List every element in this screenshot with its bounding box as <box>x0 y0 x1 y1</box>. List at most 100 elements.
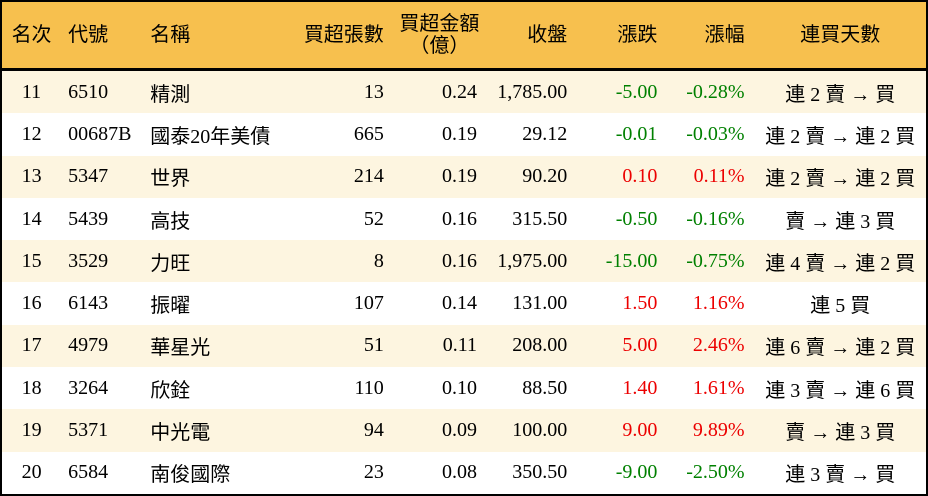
cell-rank: 13 <box>21 165 42 188</box>
cell-change_pct: 9.89% <box>692 419 745 442</box>
cell-code: 00687B <box>68 122 132 145</box>
cell-rank: 14 <box>21 207 42 230</box>
cell-volume: 51 <box>363 334 384 357</box>
col-header-amount-line1: 買超金額 <box>399 13 480 35</box>
col-header-change: 漲跌 <box>577 1 668 71</box>
cell-rank: 18 <box>21 376 42 399</box>
cell-code: 6584 <box>68 461 109 484</box>
cell-name: 國泰20年美債 <box>150 125 271 148</box>
cell-change: 9.00 <box>622 419 658 442</box>
table-row: 18 3264 欣銓 110 0.10 88.50 1.40 1.61% 連 3 賣 → 連 6… <box>1 367 927 410</box>
cell-volume: 52 <box>363 207 384 230</box>
cell-name: 振曜 <box>150 295 191 318</box>
col-header-rank: 名次 <box>1 1 62 71</box>
cell-name: 中光電 <box>150 422 211 445</box>
table-row: 20 6584 南俊國際 23 0.08 350.50 -9.00 -2.50% 連 3 賣 →… <box>1 451 927 495</box>
cell-change: 1.50 <box>622 292 658 315</box>
cell-code: 5347 <box>68 165 109 188</box>
cell-change: -0.01 <box>615 122 658 145</box>
cell-change_pct: 0.11% <box>693 165 745 188</box>
cell-change_pct: -0.03% <box>686 122 745 145</box>
cell-close: 131.00 <box>512 292 568 315</box>
cell-volume: 8 <box>373 249 384 272</box>
cell-close: 350.50 <box>512 461 568 484</box>
cell-streak: 連 2 賣 → 連 2 買 <box>765 168 916 191</box>
cell-rank: 16 <box>21 292 42 315</box>
header-row: 名次 代號 名稱 買超張數 買超金額 （億） 收盤 漲跌 漲幅 連買天數 <box>1 1 927 71</box>
cell-amount: 0.08 <box>442 461 478 484</box>
cell-change_pct: -0.16% <box>686 207 745 230</box>
cell-change_pct: -0.75% <box>686 249 745 272</box>
cell-close: 1,975.00 <box>497 249 568 272</box>
cell-volume: 110 <box>354 376 384 399</box>
cell-change: -9.00 <box>615 461 658 484</box>
cell-change_pct: 1.61% <box>692 376 745 399</box>
cell-streak: 連 3 賣 → 連 6 買 <box>765 379 916 402</box>
cell-name: 高技 <box>150 210 191 233</box>
cell-rank: 17 <box>21 334 42 357</box>
cell-change: 5.00 <box>622 334 658 357</box>
col-header-volume: 買超張數 <box>291 1 392 71</box>
cell-rank: 15 <box>21 249 42 272</box>
cell-amount: 0.16 <box>442 207 478 230</box>
cell-amount: 0.16 <box>442 249 478 272</box>
cell-close: 88.50 <box>522 376 568 399</box>
cell-streak: 連 2 賣 → 連 2 買 <box>765 125 916 148</box>
cell-volume: 107 <box>353 292 384 315</box>
cell-streak: 連 3 賣 → 買 <box>785 464 896 487</box>
cell-streak: 賣 → 連 3 買 <box>785 210 896 233</box>
cell-name: 精測 <box>150 83 191 106</box>
col-header-close: 收盤 <box>487 1 578 71</box>
cell-close: 315.50 <box>512 207 568 230</box>
table-row: 11 6510 精測 13 0.24 1,785.00 -5.00 -0.28% 連 2 賣 →… <box>1 69 927 114</box>
cell-change: -5.00 <box>615 80 658 103</box>
cell-rank: 12 <box>21 122 42 145</box>
cell-amount: 0.09 <box>442 419 478 442</box>
cell-volume: 94 <box>363 419 384 442</box>
table-body: 11 6510 精測 13 0.24 1,785.00 -5.00 -0.28% 連 2 賣 →… <box>1 69 927 495</box>
cell-amount: 0.19 <box>442 165 478 188</box>
col-header-amount: 買超金額 （億） <box>391 1 488 71</box>
cell-streak: 連 6 賣 → 連 2 買 <box>765 337 916 360</box>
cell-rank: 20 <box>21 461 42 484</box>
cell-volume: 23 <box>363 461 384 484</box>
cell-change: -15.00 <box>605 249 658 272</box>
cell-change_pct: 2.46% <box>692 334 745 357</box>
cell-change_pct: -0.28% <box>686 80 745 103</box>
table-row: 14 5439 高技 52 0.16 315.50 -0.50 -0.16% 賣 → 連 3 買 <box>1 197 927 241</box>
cell-name: 華星光 <box>150 337 211 360</box>
cell-amount: 0.10 <box>442 376 478 399</box>
cell-amount: 0.24 <box>442 80 478 103</box>
cell-code: 5439 <box>68 207 109 230</box>
cell-change_pct: 1.16% <box>692 292 745 315</box>
cell-name: 南俊國際 <box>150 464 231 487</box>
col-header-name: 名稱 <box>141 1 292 71</box>
table-row: 12 00687B 國泰20年美債 665 0.19 29.12 -0.01 -0.03% 連 … <box>1 113 927 156</box>
table-header: 名次 代號 名稱 買超張數 買超金額 （億） 收盤 漲跌 漲幅 連買天數 <box>1 1 927 71</box>
cell-name: 力旺 <box>150 252 191 275</box>
cell-change: -0.50 <box>615 207 658 230</box>
cell-change: 1.40 <box>622 376 658 399</box>
cell-rank: 11 <box>21 80 42 103</box>
cell-code: 6510 <box>68 80 109 103</box>
cell-streak: 連 4 賣 → 連 2 買 <box>765 252 916 275</box>
cell-streak: 連 2 賣 → 買 <box>785 83 896 106</box>
col-header-amount-line2: （億） <box>409 35 470 57</box>
cell-name: 世界 <box>150 168 191 191</box>
cell-close: 208.00 <box>512 334 568 357</box>
cell-change_pct: -2.50% <box>686 461 745 484</box>
cell-code: 4979 <box>68 334 109 357</box>
cell-amount: 0.14 <box>442 292 478 315</box>
cell-streak: 連 5 買 <box>810 295 871 318</box>
cell-close: 1,785.00 <box>497 80 568 103</box>
cell-rank: 19 <box>21 419 42 442</box>
cell-close: 29.12 <box>522 122 568 145</box>
cell-name: 欣銓 <box>150 379 191 402</box>
col-header-change-pct: 漲幅 <box>667 1 755 71</box>
table-row: 16 6143 振曜 107 0.14 131.00 1.50 1.16% 連 5 買 <box>1 282 927 325</box>
cell-code: 6143 <box>68 292 109 315</box>
cell-change: 0.10 <box>622 165 658 188</box>
table-row: 19 5371 中光電 94 0.09 100.00 9.00 9.89% 賣 → 連 3 買 <box>1 409 927 452</box>
cell-code: 3264 <box>68 376 109 399</box>
